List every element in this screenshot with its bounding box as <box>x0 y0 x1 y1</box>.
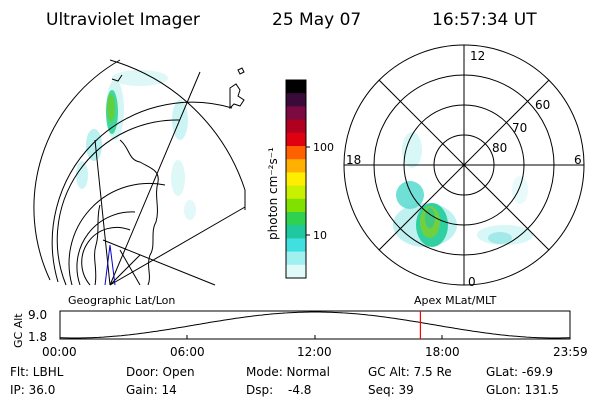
longitude-line <box>109 71 201 286</box>
colorbar-segment <box>286 198 306 213</box>
latitude-arc <box>109 59 246 191</box>
longitude-line <box>109 206 246 286</box>
status-gc-alt: GC Alt: 7.5 Re <box>368 365 452 379</box>
longitude-line <box>94 139 111 286</box>
colorbar-segment <box>286 185 306 200</box>
colorbar-segment <box>286 119 306 134</box>
geographic-aurora-emission <box>76 70 196 220</box>
latitude-arc <box>51 101 233 283</box>
instrument-title: Ultraviolet Imager <box>46 10 200 30</box>
time-label: 16:57:34 UT <box>432 10 537 30</box>
intensity-colorbar <box>286 80 306 279</box>
colorbar-segment <box>286 93 306 107</box>
apex-polar-panel: 12 18 6 0 60 70 80 <box>343 44 585 289</box>
colorbar-frame <box>285 79 307 279</box>
colorbar-segment <box>286 212 306 226</box>
status-ip: IP: 36.0 <box>10 383 55 397</box>
geographic-projection-panel <box>33 59 246 286</box>
altitude-plot: GC Alt 9.0 1.8 00:00 06:00 12:00 18:00 2… <box>12 308 588 359</box>
colorbar-units: photon cm⁻²s⁻¹ <box>266 147 280 240</box>
status-dsp-value: -4.8 <box>288 383 311 397</box>
longitude-line <box>119 249 141 286</box>
latitude-arc <box>81 226 131 286</box>
coastline <box>229 83 245 110</box>
status-panel: Flt: LBHL Door: Open Mode: Normal GC Alt… <box>10 365 559 397</box>
colorbar-segment <box>286 106 306 121</box>
time-tick-1200: 12:00 <box>297 345 332 359</box>
colorbar-segment <box>286 159 306 173</box>
colorbar-tick-label: 10 <box>313 229 327 242</box>
altitude-curve <box>60 311 570 339</box>
time-tick-1800: 18:00 <box>425 345 460 359</box>
latitude-arc <box>33 59 121 281</box>
longitude-line <box>109 254 141 286</box>
colorbar-segment <box>286 80 306 94</box>
status-gain: Gain: 14 <box>126 383 177 397</box>
status-dsp-label: Dsp: <box>246 383 273 397</box>
status-mode: Mode: Normal <box>246 365 330 379</box>
colorbar-segment <box>286 264 306 279</box>
altitude-ytick-bottom: 1.8 <box>28 330 47 344</box>
apex-aurora-emission <box>393 132 533 247</box>
latitude-arc <box>56 119 181 286</box>
coastline <box>111 74 123 82</box>
colorbar-tick-label: 100 <box>313 141 334 154</box>
mlat-label-70: 70 <box>512 121 527 135</box>
apex-meridian-diagonal <box>378 79 550 251</box>
geographic-panel-label: Geographic Lat/Lon <box>68 294 175 307</box>
nadir-line <box>109 244 116 286</box>
colorbar-segment <box>286 172 306 187</box>
colorbar-segment <box>286 251 306 266</box>
status-seq: Seq: 39 <box>368 383 414 397</box>
time-tick-2359: 23:59 <box>553 345 588 359</box>
date-label: 25 May 07 <box>272 10 361 30</box>
mlt-label-6: 6 <box>574 153 582 167</box>
mlt-label-0: 0 <box>468 275 476 289</box>
mlt-label-18: 18 <box>346 153 361 167</box>
time-tick-0000: 00:00 <box>42 345 77 359</box>
colorbar-segment <box>286 146 306 160</box>
longitude-line <box>102 239 216 286</box>
colorbar-segment <box>286 238 306 253</box>
colorbar-segment <box>286 225 306 239</box>
nadir-line <box>104 244 111 286</box>
colorbar-segment <box>286 132 306 147</box>
altitude-ytick-top: 9.0 <box>28 308 47 322</box>
coastline <box>119 139 159 286</box>
mlt-label-12: 12 <box>470 49 485 63</box>
status-glon: GLon: 131.5 <box>486 383 559 397</box>
altitude-plot-frame <box>59 310 571 340</box>
time-tick-0600: 06:00 <box>170 345 205 359</box>
coastline <box>237 67 245 75</box>
mlat-label-60: 60 <box>535 98 550 112</box>
status-door: Door: Open <box>126 365 195 379</box>
status-filter: Flt: LBHL <box>10 365 64 379</box>
mlat-label-80: 80 <box>492 141 507 155</box>
latitude-arc <box>68 182 166 286</box>
altitude-ylabel: GC Alt <box>12 313 25 348</box>
apex-panel-label: Apex MLat/MLT <box>414 294 497 307</box>
status-glat: GLat: -69.9 <box>486 365 553 379</box>
coastline <box>94 204 101 286</box>
latitude-arc <box>76 211 136 286</box>
